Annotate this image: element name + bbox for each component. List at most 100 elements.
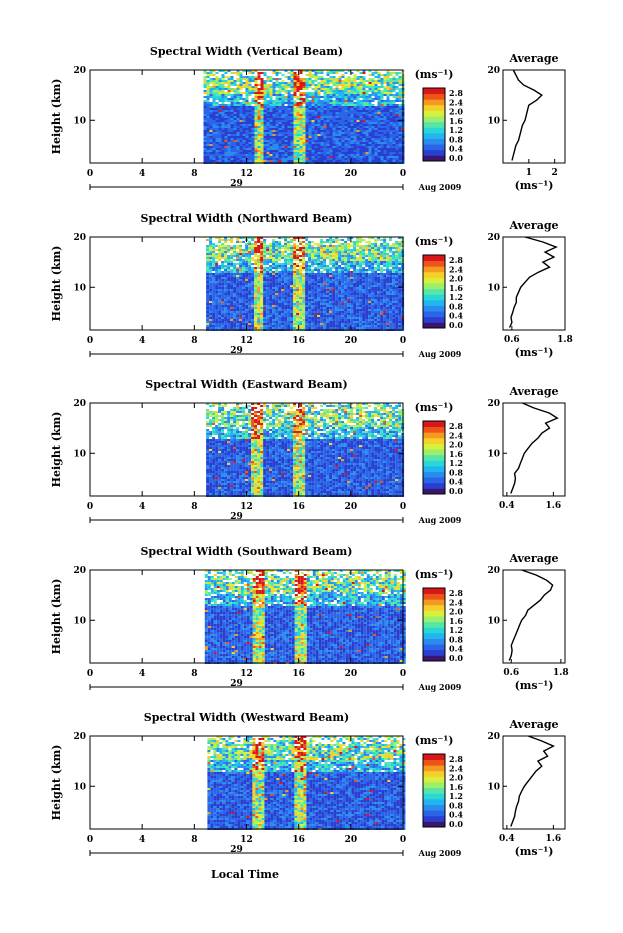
heatmap-cell xyxy=(375,76,378,78)
heatmap-cell xyxy=(312,118,315,120)
heatmap-cell xyxy=(372,146,375,148)
heatmap-cell xyxy=(282,128,285,130)
heatmap-cell xyxy=(315,144,318,146)
heatmap-cell xyxy=(303,100,306,102)
heatmap-cell xyxy=(324,84,327,86)
heatmap-cell xyxy=(302,273,305,275)
heatmap-cell xyxy=(398,285,401,287)
heatmap-cell xyxy=(318,148,321,150)
heatmap-cell xyxy=(330,86,333,88)
heatmap-cell xyxy=(330,122,333,124)
heatmap-cell xyxy=(222,80,225,82)
heatmap-cell xyxy=(269,299,272,301)
heatmap-cell xyxy=(299,273,302,275)
heatmap-cell xyxy=(243,114,246,116)
heatmap-cell xyxy=(243,106,246,108)
heatmap-cell xyxy=(239,271,242,273)
heatmap-cell xyxy=(228,158,231,160)
heatmap-cell xyxy=(390,146,393,148)
heatmap-cell xyxy=(318,72,321,74)
heatmap-cell xyxy=(267,138,270,140)
heatmap-cell xyxy=(389,251,392,253)
heatmap-cell xyxy=(312,114,315,116)
heatmap-cell xyxy=(326,275,329,277)
heatmap-cell xyxy=(384,136,387,138)
heatmap-cell xyxy=(327,158,330,160)
heatmap-cell xyxy=(318,142,321,144)
heatmap-cell xyxy=(374,249,377,251)
heatmap-cell xyxy=(234,108,237,110)
heatmap-cell xyxy=(381,156,384,158)
heatmap-cell xyxy=(315,136,318,138)
heatmap-cell xyxy=(300,160,303,162)
heatmap-cell xyxy=(210,102,213,104)
heatmap-cell xyxy=(342,150,345,152)
heatmap-cell xyxy=(276,82,279,84)
heatmap-cell xyxy=(399,88,402,90)
heatmap-cell xyxy=(386,259,389,261)
heatmap-cell xyxy=(285,150,288,152)
heatmap-cell xyxy=(347,267,350,269)
heatmap-cell xyxy=(345,146,348,148)
heatmap-cell xyxy=(285,156,288,158)
heatmap-cell xyxy=(246,136,249,138)
heatmap-cell xyxy=(399,82,402,84)
heatmap-cell xyxy=(369,86,372,88)
heatmap-cell xyxy=(225,144,228,146)
heatmap-cell xyxy=(269,281,272,283)
heatmap-cell xyxy=(294,156,297,158)
heatmap-cell xyxy=(297,122,300,124)
heatmap-cell xyxy=(272,239,275,241)
heatmap-cell xyxy=(297,86,300,88)
heatmap-cell xyxy=(320,299,323,301)
heatmap-cell xyxy=(299,267,302,269)
heatmap-cell xyxy=(210,126,213,128)
heatmap-cell xyxy=(297,138,300,140)
heatmap-cell xyxy=(308,301,311,303)
heatmap-cell xyxy=(312,124,315,126)
heatmap-cell xyxy=(311,299,314,301)
heatmap-cell xyxy=(341,239,344,241)
heatmap-cell xyxy=(360,120,363,122)
heatmap-cell xyxy=(239,253,242,255)
heatmap-cell xyxy=(365,263,368,265)
heatmap-cell xyxy=(204,78,207,80)
heatmap-cell xyxy=(207,136,210,138)
heatmap-cell xyxy=(366,104,369,106)
heatmap-cell xyxy=(384,90,387,92)
heatmap-cell xyxy=(389,273,392,275)
heatmap-cell xyxy=(314,243,317,245)
heatmap-cell xyxy=(288,98,291,100)
heatmap-cell xyxy=(284,279,287,281)
heatmap-cell xyxy=(336,118,339,120)
heatmap-cell xyxy=(372,128,375,130)
heatmap-cell xyxy=(231,102,234,104)
heatmap-cell xyxy=(399,80,402,82)
heatmap-cell xyxy=(318,130,321,132)
heatmap-cell xyxy=(335,251,338,253)
heatmap-cell xyxy=(213,118,216,120)
heatmap-cell xyxy=(243,150,246,152)
heatmap-cell xyxy=(233,263,236,265)
heatmap-cell xyxy=(380,299,383,301)
heatmap-cell xyxy=(377,281,380,283)
heatmap-cell xyxy=(311,245,314,247)
heatmap-cell xyxy=(263,251,266,253)
heatmap-cell xyxy=(345,114,348,116)
heatmap-cell xyxy=(338,267,341,269)
heatmap-cell xyxy=(327,114,330,116)
heatmap-cell xyxy=(215,289,218,291)
heatmap-cell xyxy=(245,277,248,279)
heatmap-cell xyxy=(395,289,398,291)
heatmap-cell xyxy=(248,265,251,267)
heatmap-cell xyxy=(327,130,330,132)
heatmap-cell xyxy=(384,104,387,106)
heatmap-cell xyxy=(386,261,389,263)
heatmap-cell xyxy=(368,279,371,281)
heatmap-cell xyxy=(272,265,275,267)
heatmap-cell xyxy=(249,134,252,136)
heatmap-cell xyxy=(389,301,392,303)
heatmap-cell xyxy=(389,257,392,259)
heatmap-cell xyxy=(314,269,317,271)
heatmap-cell xyxy=(362,291,365,293)
